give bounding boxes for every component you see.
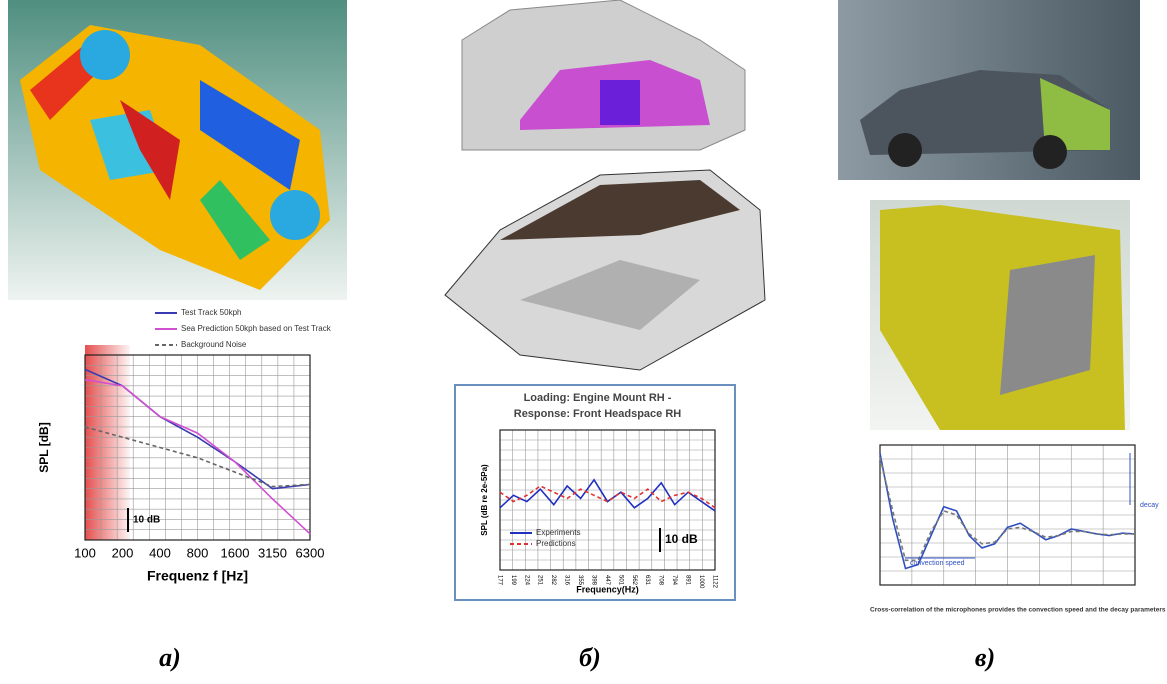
page: {"panels": [{"label": "a)"}, {"label": "… (0, 0, 1167, 679)
figure: a) б) в) 100 200 400 800 1600 3150 6300 Frequenz f… (0, 0, 1167, 679)
x-tick-label: 316 (564, 575, 570, 586)
x-tick-label: 177 (496, 575, 502, 586)
annotation: convection speed (910, 560, 965, 567)
x-tick-label: 200 (112, 545, 134, 560)
x-axis-label: Frequency(Hz) (576, 584, 639, 594)
surface-mesh-image (870, 200, 1130, 430)
legend-label: Sea Prediction 50kph based on Test Track (181, 324, 332, 333)
x-tick-label: 251 (537, 575, 543, 586)
wind-tunnel-photo (838, 0, 1140, 180)
x-tick-label: 100 (74, 545, 96, 560)
chart-title: Response: Front Headspace RH (514, 408, 682, 420)
x-tick-label: 400 (149, 545, 171, 560)
mesh-block-image (462, 0, 745, 150)
legend-label: Test Track 50kph (181, 308, 241, 317)
x-tick-label: 800 (187, 545, 209, 560)
annotation: 10 dB (133, 515, 160, 526)
panel-label: б) (579, 643, 601, 672)
y-axis-label: SPL (dB re 2e-5Pa) (480, 464, 489, 536)
panel-label: в) (975, 643, 995, 672)
highlight-band (85, 345, 130, 540)
chart-title: Loading: Engine Mount RH - (524, 392, 672, 404)
y-axis-label: SPL [dB] (37, 422, 51, 472)
x-tick-label: 199 (510, 575, 516, 586)
x-tick-label: 1000 (698, 575, 704, 589)
car-body-image (445, 170, 765, 370)
car-fem-image (8, 0, 347, 300)
legend-label: Background Noise (181, 340, 247, 349)
caption: Cross-correlation of the microphones pro… (870, 607, 1166, 614)
legend-label: Predictions (536, 539, 576, 548)
x-axis-label: Frequenz f [Hz] (147, 568, 248, 584)
x-tick-label: 3150 (258, 545, 287, 560)
annotation: 10 dB (665, 532, 698, 546)
x-tick-label: 708 (658, 575, 664, 586)
x-tick-label: 1122 (711, 575, 717, 589)
x-tick-label: 891 (685, 575, 691, 586)
x-tick-label: 6300 (296, 545, 325, 560)
x-tick-label: 224 (523, 575, 529, 586)
panel-label: a) (159, 643, 181, 672)
x-tick-label: 631 (644, 575, 650, 586)
annotation: decay (1140, 502, 1159, 509)
legend-label: Experiments (536, 528, 580, 537)
x-tick-label: 282 (550, 575, 556, 586)
x-tick-label: 1600 (221, 545, 250, 560)
x-tick-label: 794 (671, 575, 677, 586)
